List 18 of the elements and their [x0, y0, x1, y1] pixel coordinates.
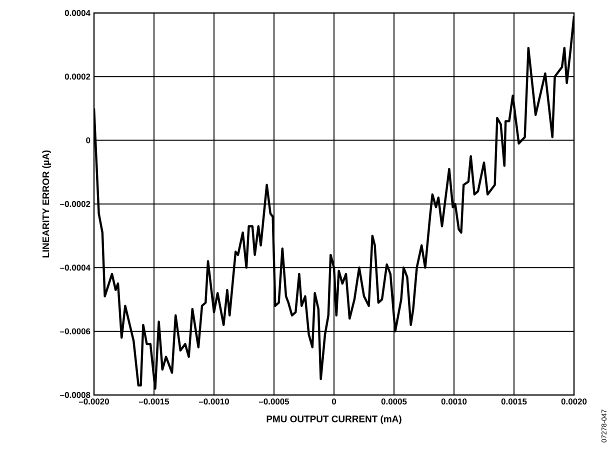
x-tick-label: –0.0005 [258, 398, 290, 404]
y-tick-label: 0 [86, 137, 90, 144]
x-tick-label: 0.0005 [381, 398, 407, 404]
y-tick-label: 0.0004 [64, 10, 90, 16]
y-tick-label: –0.0004 [60, 264, 90, 271]
x-tick-label: 0.0015 [501, 398, 527, 404]
y-tick-label: –0.0008 [60, 392, 90, 398]
y-tick-label: –0.0006 [60, 328, 90, 334]
x-tick-label: –0.0020 [78, 398, 109, 404]
x-tick-label: 0.0010 [441, 398, 467, 404]
y-axis-title: LINEARITY ERROR (µA) [42, 150, 52, 258]
x-tick-label: 0.0020 [561, 398, 587, 404]
x-tick-label: 0 [332, 398, 336, 404]
y-tick-label: –0.0002 [60, 200, 90, 207]
x-tick-label: –0.0010 [198, 398, 229, 404]
y-tick-label: 0.0002 [64, 74, 90, 80]
x-axis-title: PMU OUTPUT CURRENT (mA) [266, 415, 402, 424]
x-tick-label: –0.0015 [138, 398, 170, 404]
